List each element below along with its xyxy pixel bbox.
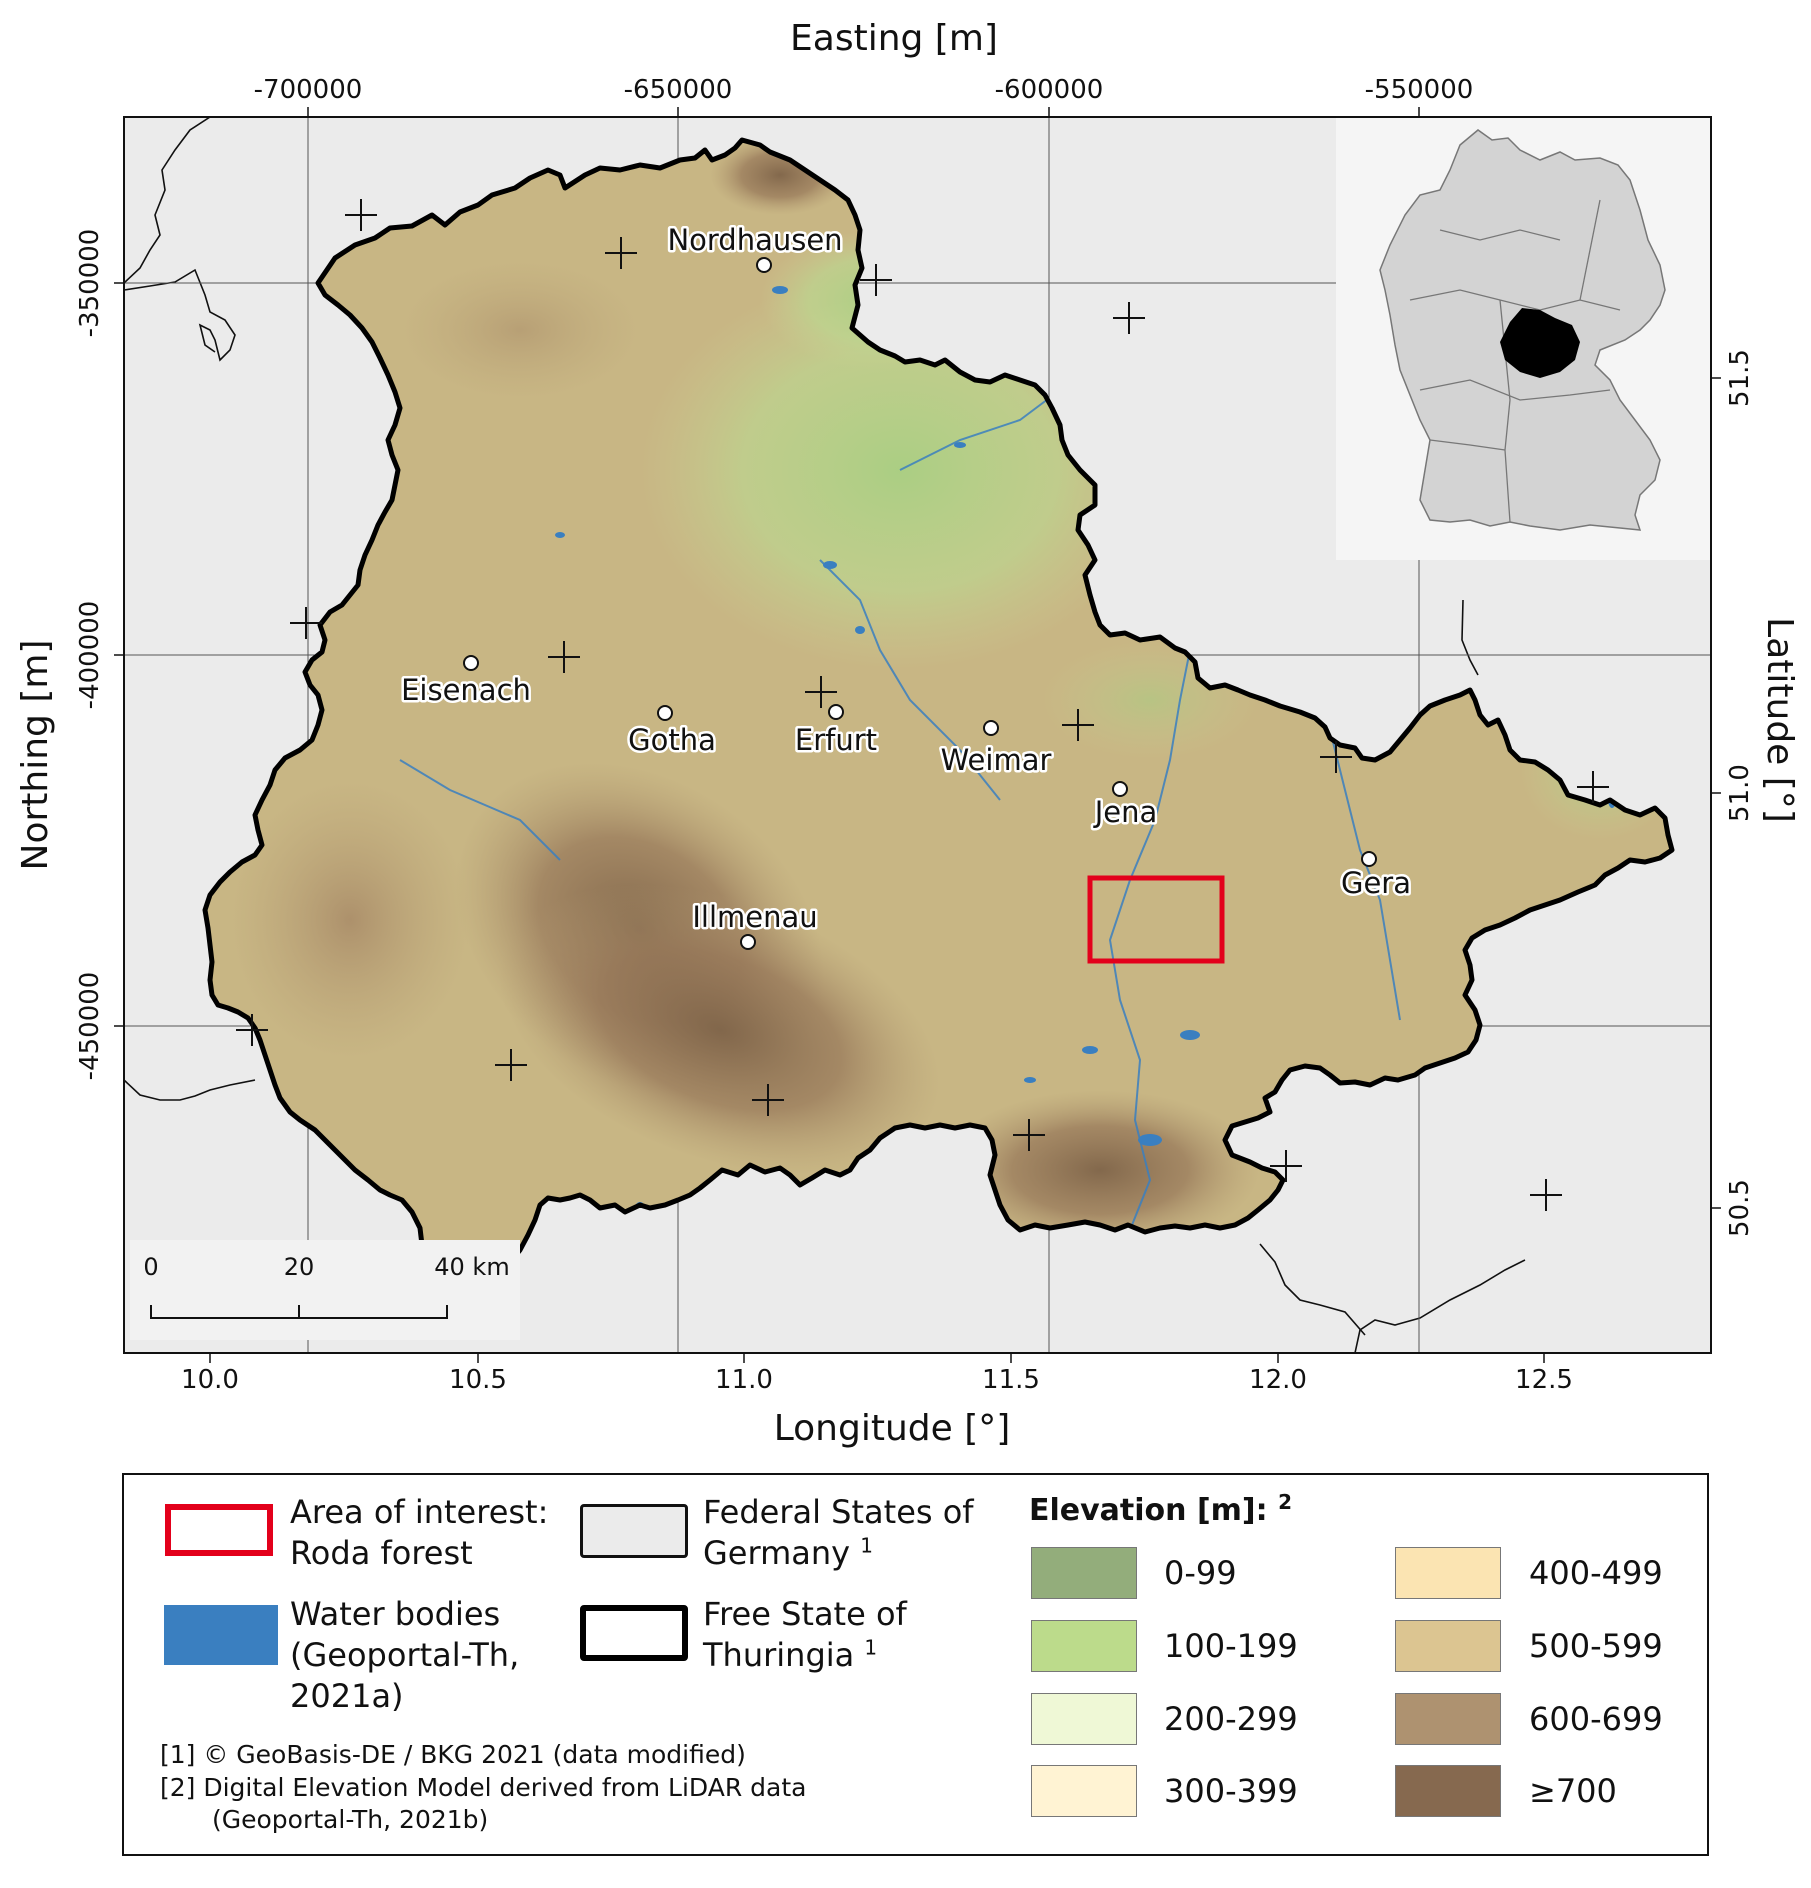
water-label-line3: 2021a) — [290, 1677, 404, 1715]
city-label-nordhausen: Nordhausen — [667, 223, 842, 257]
federal-states-label: Federal States of Germany 1 — [703, 1492, 974, 1574]
city-marker-illmenau — [740, 934, 756, 950]
area-of-interest-box — [1087, 875, 1225, 964]
city-label-gera: Gera — [1341, 866, 1411, 900]
bottom-axis-title: Longitude [°] — [774, 1408, 1011, 1449]
water-label-line1: Water bodies — [290, 1595, 501, 1633]
latitude-tick-1: 51.5 — [1725, 349, 1755, 407]
water-swatch — [164, 1605, 278, 1665]
elev-label-2: 200-299 — [1164, 1700, 1298, 1738]
easting-tick-2: -650000 — [624, 75, 733, 105]
thuringia-label-line2: Thuringia — [703, 1636, 855, 1674]
water-label-line2: (Geoportal-Th, — [290, 1636, 520, 1674]
elev-swatch-2 — [1031, 1693, 1137, 1745]
latitude-tick-3: 50.5 — [1725, 1179, 1755, 1237]
scalebar-label-40: 40 km — [434, 1253, 509, 1281]
elev-swatch-3 — [1031, 1765, 1137, 1817]
elev-swatch-0 — [1031, 1547, 1137, 1599]
right-axis-title: Latitude [°] — [1759, 617, 1800, 823]
thuringia-footnote-ref: 1 — [864, 1635, 878, 1660]
federal-states-swatch — [580, 1504, 688, 1558]
federal-footnote-ref: 1 — [860, 1533, 873, 1558]
scalebar: 0 20 40 km — [130, 1240, 520, 1340]
elev-label-3: 300-399 — [1164, 1772, 1298, 1810]
longitude-tick-2: 10.5 — [449, 1365, 507, 1395]
elev-label-6: 600-699 — [1529, 1700, 1663, 1738]
city-label-gotha: Gotha — [628, 723, 716, 757]
elev-label-1: 100-199 — [1164, 1627, 1298, 1665]
footnote-2: [2] Digital Elevation Model derived from… — [160, 1773, 807, 1802]
elevation-title-text: Elevation [m]: — [1029, 1493, 1268, 1528]
top-axis-title: Easting [m] — [790, 18, 998, 59]
city-marker-jena — [1112, 781, 1128, 797]
elev-swatch-7 — [1395, 1765, 1501, 1817]
northing-tick-3: -450000 — [75, 972, 105, 1081]
federal-label-line2: Germany — [703, 1534, 851, 1572]
city-label-eisenach: Eisenach — [401, 673, 531, 707]
northing-tick-1: -350000 — [75, 229, 105, 338]
elev-label-4: 400-499 — [1529, 1554, 1663, 1592]
aoi-label-line1: Area of interest: — [290, 1493, 549, 1531]
longitude-tick-4: 11.5 — [982, 1365, 1040, 1395]
elev-swatch-5 — [1395, 1620, 1501, 1672]
elev-label-0: 0-99 — [1164, 1554, 1237, 1592]
scalebar-label-0: 0 — [143, 1253, 158, 1281]
longitude-tick-5: 12.0 — [1249, 1365, 1307, 1395]
elev-swatch-6 — [1395, 1693, 1501, 1745]
scalebar-label-20: 20 — [284, 1253, 315, 1281]
elev-swatch-1 — [1031, 1620, 1137, 1672]
northing-tick-2: -400000 — [75, 601, 105, 710]
map-frame — [123, 116, 1712, 1354]
elev-label-7: ≥700 — [1529, 1772, 1617, 1810]
latitude-tick-2: 51.0 — [1725, 764, 1755, 822]
left-axis-title: Northing [m] — [15, 640, 56, 871]
aoi-label-line2: Roda forest — [290, 1534, 473, 1572]
water-label: Water bodies (Geoportal-Th, 2021a) — [290, 1594, 519, 1717]
city-marker-gotha — [657, 705, 673, 721]
city-marker-eisenach — [463, 655, 479, 671]
easting-tick-3: -600000 — [995, 75, 1104, 105]
thuringia-swatch — [580, 1605, 688, 1661]
city-label-illmenau: Illmenau — [692, 900, 817, 934]
elevation-title: Elevation [m]: 2 — [1029, 1491, 1292, 1531]
map: 0 20 40 km Nordhausen Eisenach Gotha Erf… — [15, 18, 1800, 1449]
city-marker-nordhausen — [756, 257, 772, 273]
footnote-1: [1] © GeoBasis-DE / BKG 2021 (data modif… — [160, 1740, 746, 1769]
city-label-weimar: Weimar — [941, 743, 1052, 777]
thuringia-label-line1: Free State of — [703, 1595, 907, 1633]
elev-label-5: 500-599 — [1529, 1627, 1663, 1665]
longitude-tick-3: 11.0 — [715, 1365, 773, 1395]
footnote-2-cont: (Geoportal-Th, 2021b) — [212, 1805, 489, 1834]
federal-label-line1: Federal States of — [703, 1493, 974, 1531]
longitude-tick-1: 10.0 — [181, 1365, 239, 1395]
elevation-footnote-ref: 2 — [1278, 1490, 1293, 1514]
federal-state-borders — [124, 117, 1711, 1353]
aoi-label: Area of interest: Roda forest — [290, 1492, 548, 1574]
city-marker-weimar — [983, 720, 999, 736]
germany-inset — [1336, 117, 1711, 560]
longitude-tick-6: 12.5 — [1515, 1365, 1573, 1395]
geographic-graticule — [236, 199, 1609, 1211]
aoi-swatch — [165, 1504, 273, 1556]
city-marker-erfurt — [828, 704, 844, 720]
city-marker-gera — [1361, 851, 1377, 867]
elev-swatch-4 — [1395, 1547, 1501, 1599]
cities — [463, 257, 1377, 950]
city-label-erfurt: Erfurt — [795, 723, 877, 757]
easting-tick-4: -550000 — [1365, 75, 1474, 105]
city-label-jena: Jena — [1093, 795, 1158, 829]
legend: Area of interest: Roda forest Water bodi… — [122, 1473, 1709, 1856]
easting-tick-1: -700000 — [254, 75, 363, 105]
thuringia-inset — [1500, 308, 1580, 378]
thuringia-label: Free State of Thuringia 1 — [703, 1594, 907, 1676]
